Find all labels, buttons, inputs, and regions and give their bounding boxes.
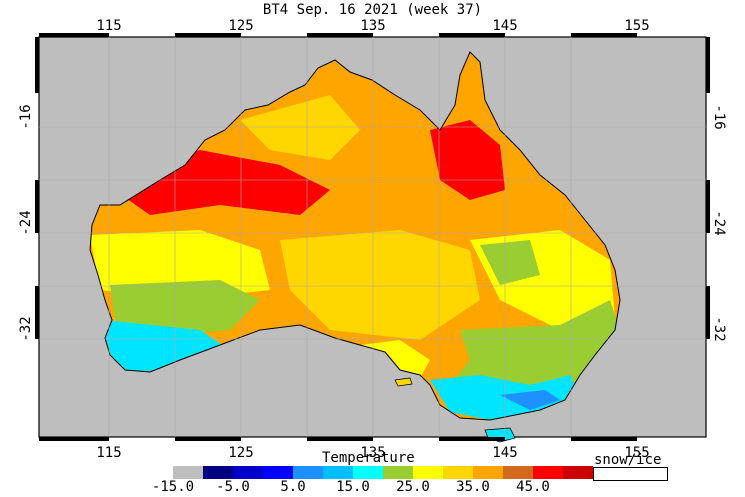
scale-swatch bbox=[443, 466, 473, 479]
scale-tick-label: -15.0 bbox=[151, 479, 195, 495]
lat-label-left: -32 bbox=[18, 316, 34, 341]
green-zone-south-west bbox=[110, 280, 260, 335]
color-scale-bar bbox=[173, 466, 593, 479]
lat-label-left: -24 bbox=[18, 210, 34, 235]
scale-tick-label: 15.0 bbox=[336, 479, 370, 495]
scale-swatch bbox=[473, 466, 503, 479]
scale-swatch bbox=[203, 466, 233, 479]
snow-ice-label: snow/ice bbox=[594, 452, 662, 468]
map-title: BT4 Sep. 16 2021 (week 37) bbox=[262, 2, 483, 18]
scale-swatch bbox=[263, 466, 293, 479]
scale-tick-label: 45.0 bbox=[516, 479, 550, 495]
scale-swatch bbox=[323, 466, 353, 479]
legend-title: Temperature bbox=[322, 450, 415, 466]
scale-tick-label: 5.0 bbox=[280, 479, 306, 495]
scale-swatch bbox=[383, 466, 413, 479]
lat-label-right: -32 bbox=[711, 316, 727, 341]
lon-label-top: 115 bbox=[96, 18, 121, 34]
kangaroo-island bbox=[394, 377, 413, 387]
scale-swatch bbox=[173, 466, 203, 479]
snow-ice-swatch bbox=[593, 467, 668, 481]
scale-swatch bbox=[563, 466, 593, 479]
scale-swatch bbox=[233, 466, 263, 479]
frame-ticks bbox=[35, 33, 710, 441]
lat-label-left: -16 bbox=[18, 104, 34, 129]
scale-swatch bbox=[533, 466, 563, 479]
lon-label-bottom: 155 bbox=[624, 445, 649, 461]
lat-label-right: -24 bbox=[711, 210, 727, 235]
scale-tick-label: 35.0 bbox=[456, 479, 490, 495]
scale-swatch bbox=[503, 466, 533, 479]
coastline bbox=[89, 51, 621, 421]
lon-label-top: 145 bbox=[492, 18, 517, 34]
lon-label-bottom: 115 bbox=[96, 445, 121, 461]
lon-label-bottom: 135 bbox=[360, 445, 385, 461]
lat-label-right: -16 bbox=[711, 104, 727, 129]
scale-swatch bbox=[353, 466, 383, 479]
lon-label-top: 125 bbox=[228, 18, 253, 34]
scale-swatch bbox=[413, 466, 443, 479]
lon-label-top: 135 bbox=[360, 18, 385, 34]
scale-tick-label: -5.0 bbox=[216, 479, 250, 495]
scale-swatch bbox=[293, 466, 323, 479]
lon-label-top: 155 bbox=[624, 18, 649, 34]
lon-label-bottom: 145 bbox=[492, 445, 517, 461]
lon-label-bottom: 125 bbox=[228, 445, 253, 461]
scale-tick-label: 25.0 bbox=[396, 479, 430, 495]
graticule bbox=[39, 37, 706, 437]
